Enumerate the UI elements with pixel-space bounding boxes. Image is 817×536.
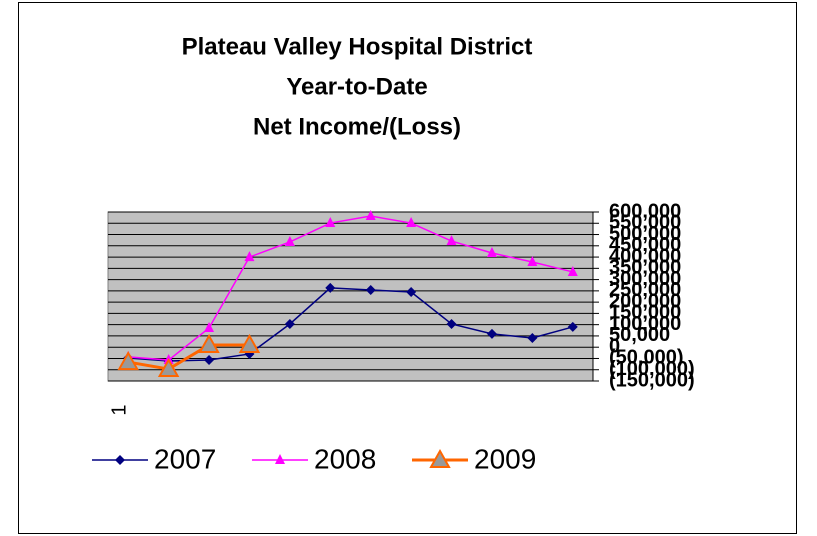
legend-label: 2008 xyxy=(314,443,376,474)
point xyxy=(446,318,457,329)
point xyxy=(325,282,336,293)
y-tick-label: 100,000 xyxy=(609,313,681,335)
point xyxy=(117,351,139,371)
point xyxy=(486,247,497,258)
y-tick-label: 350,000 xyxy=(609,257,681,279)
chart-title: Plateau Valley Hospital District xyxy=(182,33,533,60)
series-line xyxy=(128,215,573,361)
series-line xyxy=(127,343,250,371)
y-tick-label: (100,000) xyxy=(609,358,695,380)
y-tick-label: (50,000) xyxy=(609,347,684,369)
point xyxy=(157,358,180,378)
point xyxy=(198,333,220,353)
chart-title: Net Income/(Loss) xyxy=(253,113,461,140)
point xyxy=(567,265,578,276)
point xyxy=(406,286,417,297)
point xyxy=(365,210,376,221)
point xyxy=(238,333,261,353)
point xyxy=(486,328,497,339)
point xyxy=(204,322,215,333)
y-tick-label: 150,000 xyxy=(609,302,681,324)
chart-title: Year-to-Date xyxy=(286,73,427,100)
legend-marker xyxy=(429,448,451,468)
legend-label: 2007 xyxy=(154,443,216,474)
point xyxy=(204,355,215,366)
point xyxy=(567,321,578,332)
y-tick-label: 450,000 xyxy=(609,234,681,256)
plot-area xyxy=(107,211,594,382)
y-tick-label: 250,000 xyxy=(609,279,681,301)
point xyxy=(527,256,538,267)
x-tick-label: 1 xyxy=(108,404,130,415)
y-tick-label: 200,000 xyxy=(609,290,681,312)
point xyxy=(406,217,417,228)
series-line xyxy=(128,287,573,362)
legend-marker xyxy=(115,455,125,465)
y-tick-label: 0 xyxy=(609,335,620,357)
y-tick-label: 50,000 xyxy=(609,324,670,346)
point xyxy=(365,284,376,295)
y-tick-label: 600,000 xyxy=(609,200,681,222)
y-tick-label: 550,000 xyxy=(609,212,681,234)
y-tick-label: 400,000 xyxy=(609,245,681,267)
point xyxy=(284,235,295,246)
legend-marker xyxy=(275,454,285,464)
point xyxy=(325,217,336,228)
y-tick-label: (150,000) xyxy=(609,369,695,391)
y-tick-label: 500,000 xyxy=(609,223,681,245)
point xyxy=(284,318,295,329)
legend-label: 2009 xyxy=(474,443,536,474)
point xyxy=(244,251,255,262)
point xyxy=(527,332,538,343)
y-tick-label: 300,000 xyxy=(609,268,681,290)
point xyxy=(446,235,457,246)
